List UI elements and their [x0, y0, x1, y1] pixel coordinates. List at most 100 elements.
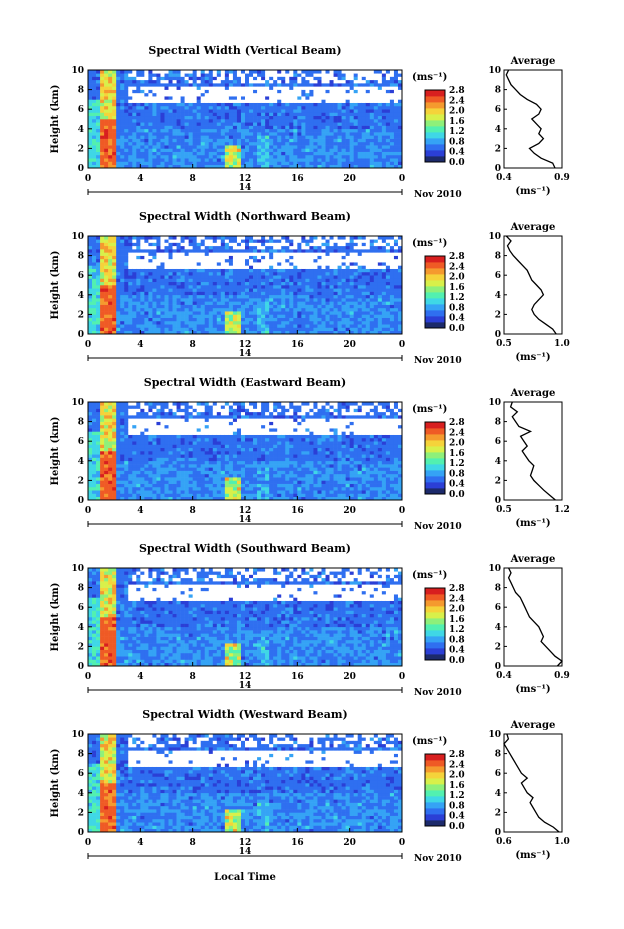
heatmap-cell [124, 138, 129, 143]
heatmap-cell [92, 434, 97, 439]
heatmap-cell [257, 265, 262, 269]
heatmap-cell [128, 99, 133, 103]
heatmap-cell [357, 304, 363, 309]
colorbar-segment [425, 274, 445, 281]
heatmap-cell [269, 281, 274, 286]
heatmap-cell [389, 311, 395, 315]
heatmap-cell [208, 128, 214, 133]
colorbar-segment [425, 322, 445, 329]
heatmap-cell [104, 265, 109, 269]
heatmap-cell [389, 112, 395, 117]
heatmap-cell [224, 79, 230, 84]
heatmap-cell [325, 288, 330, 292]
heatmap-cell [317, 161, 322, 166]
heatmap-cell [220, 109, 226, 113]
heatmap-cell [301, 145, 306, 149]
heatmap-cell [253, 138, 258, 143]
heatmap-cell [228, 330, 234, 335]
heatmap-cell [180, 245, 185, 250]
heatmap-cell [309, 271, 314, 276]
heatmap-cell [393, 148, 399, 152]
heatmap-cell [116, 112, 121, 117]
heatmap-cell [188, 112, 193, 117]
heatmap-cell [176, 105, 181, 110]
heatmap-cell [353, 99, 359, 103]
heatmap-cell [224, 109, 230, 113]
heatmap-cell [108, 473, 113, 478]
heatmap-cell [309, 148, 314, 152]
heatmap-cell [297, 105, 302, 110]
heatmap-cell [365, 99, 371, 103]
heatmap-cell [240, 317, 246, 322]
heatmap-cell [236, 141, 242, 146]
heatmap-cell [357, 242, 363, 247]
heatmap-cell [116, 86, 121, 90]
average-frame [503, 235, 563, 335]
heatmap-cell [168, 268, 173, 273]
heatmap-cell [112, 119, 117, 123]
heatmap-cell [337, 102, 342, 107]
heatmap-cell [369, 158, 375, 162]
colorbar-segment [425, 304, 445, 311]
heatmap-cell [385, 239, 391, 243]
heatmap-cell [329, 327, 334, 332]
heatmap-cell [96, 480, 101, 484]
heatmap-cell [208, 258, 214, 263]
heatmap-cell [108, 298, 113, 302]
heatmap-cell [369, 291, 375, 296]
heatmap-cell [341, 79, 346, 84]
heatmap-cell [293, 141, 298, 146]
heatmap-cell [132, 115, 137, 120]
heatmap-cell [385, 265, 391, 269]
heatmap-cell [136, 158, 141, 162]
heatmap-cell [116, 288, 121, 292]
heatmap-cell [204, 268, 210, 273]
heatmap-cell [144, 164, 149, 169]
heatmap-cell [148, 115, 153, 120]
colorbar-tick-label: 2.4 [449, 262, 465, 272]
heatmap-cell [156, 125, 161, 130]
heatmap-cell [128, 109, 133, 113]
heatmap-cell [253, 96, 258, 100]
heatmap-cell [313, 278, 318, 283]
heatmap-cell [112, 99, 117, 103]
heatmap-cell [345, 99, 350, 103]
heatmap-cell [261, 73, 266, 77]
heatmap-cell [220, 239, 226, 243]
heatmap-cell [289, 112, 294, 117]
heatmap-cell [180, 288, 185, 292]
heatmap-cell [196, 294, 202, 299]
heatmap-cell [373, 242, 379, 247]
heatmap-cell [305, 307, 310, 312]
heatmap-cell [369, 122, 375, 126]
heatmap-cell [148, 102, 153, 107]
heatmap-cell [357, 102, 363, 107]
heatmap-cell [188, 105, 193, 110]
heatmap-cell [236, 242, 242, 247]
heatmap-cell [265, 258, 270, 263]
heatmap-cell [228, 301, 234, 305]
heatmap-cell [397, 151, 403, 156]
heatmap-cell [140, 314, 145, 318]
heatmap-cell [381, 145, 387, 149]
heatmap-cell [345, 119, 350, 123]
heatmap-cell [160, 311, 165, 315]
heatmap-cell [192, 115, 197, 120]
heatmap-cell [132, 278, 137, 283]
heatmap-cell [148, 145, 153, 149]
heatmap-cell [381, 314, 387, 318]
date-label: Nov 2010 [414, 356, 462, 366]
heatmap-cell [309, 324, 314, 328]
heatmap-cell [220, 304, 226, 309]
heatmap-cell [369, 148, 375, 152]
heatmap-cell [152, 239, 157, 243]
heatmap-cell [249, 99, 254, 103]
heatmap-cell [293, 70, 298, 74]
heatmap-cell [341, 99, 346, 103]
heatmap-cell [168, 115, 173, 120]
heatmap-cell [341, 255, 346, 260]
heatmap-cell [112, 164, 117, 169]
heatmap-cell [120, 105, 125, 110]
heatmap-cell [136, 125, 141, 130]
heatmap-cell [100, 490, 105, 494]
